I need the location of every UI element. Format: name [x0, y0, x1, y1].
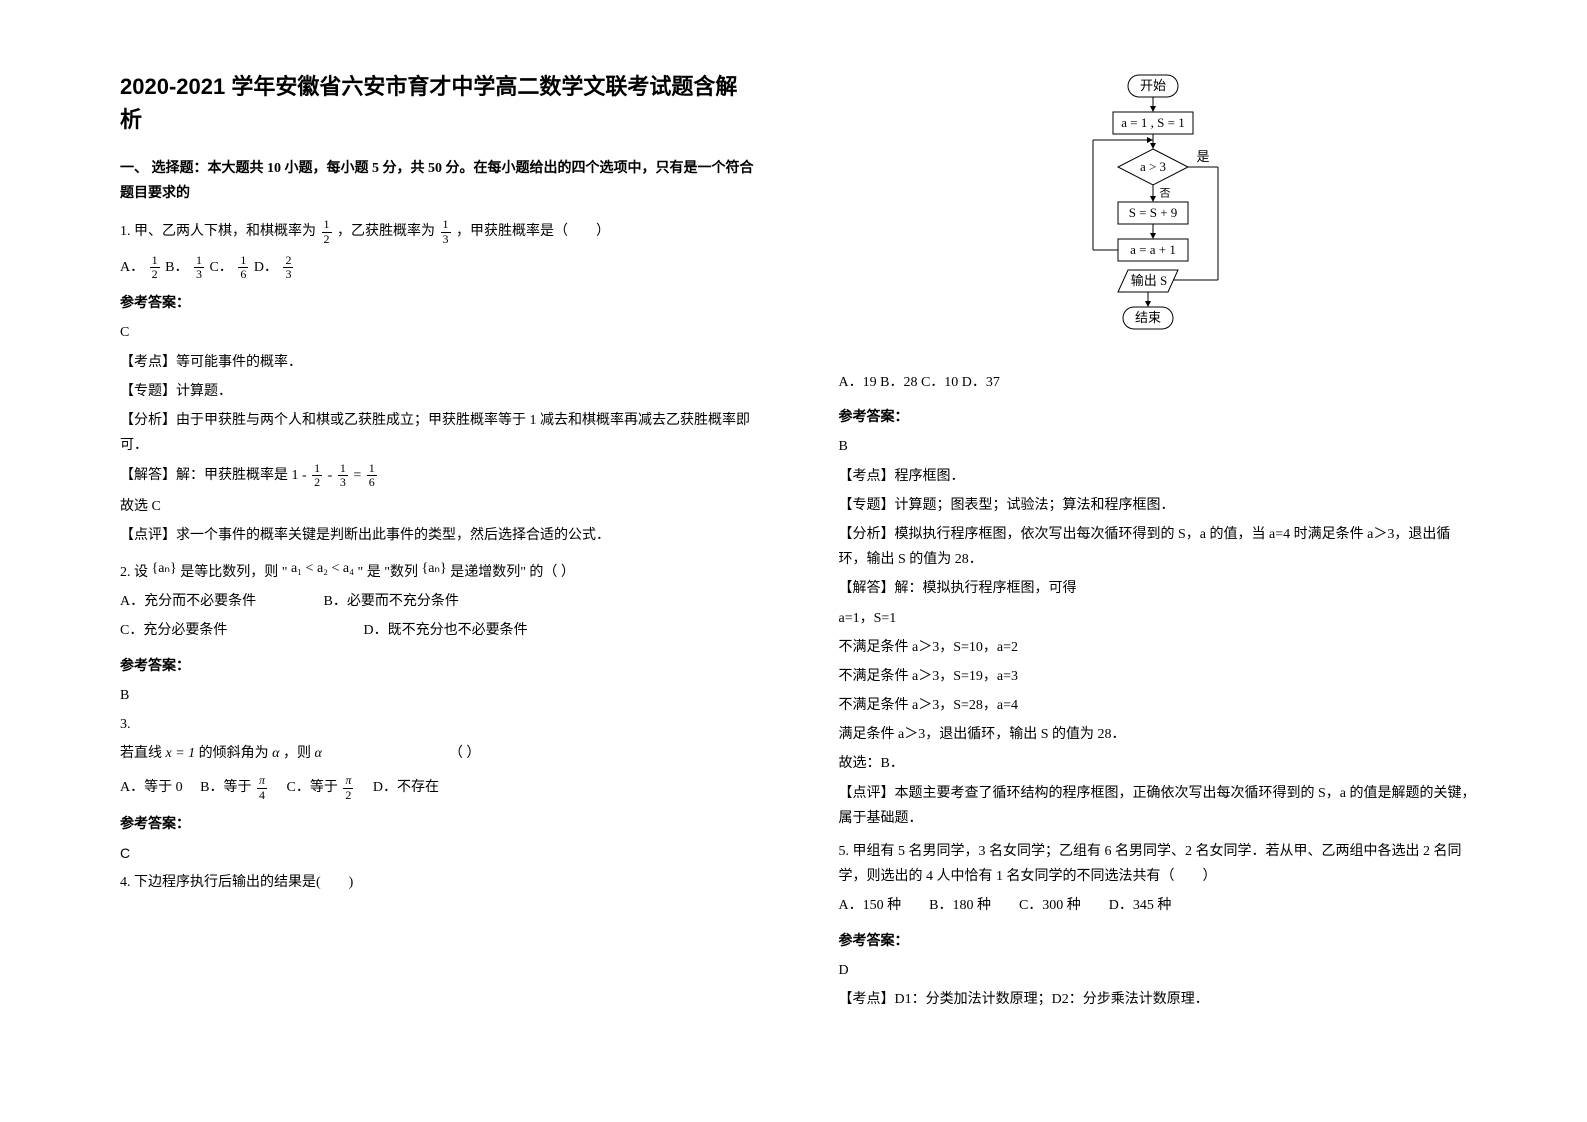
- fc-output: 输出 S: [1131, 273, 1167, 288]
- option-d: D．不存在: [373, 780, 439, 795]
- q1-stem-b: ，乙获胜概率为: [337, 224, 435, 239]
- q4-options: A．19 B．28 C．10 D．37: [839, 370, 1478, 395]
- math: x = 1: [166, 746, 196, 761]
- answer-label: 参考答案：: [839, 929, 1478, 954]
- document-title: 2020-2021 学年安徽省六安市育才中学高二数学文联考试题含解析: [120, 70, 759, 136]
- text: 2. 设: [120, 565, 148, 580]
- text: 若直线: [120, 746, 162, 761]
- left-column: 2020-2021 学年安徽省六安市育才中学高二数学文联考试题含解析 一、 选择…: [100, 70, 799, 1092]
- question-2: 2. 设 {aₙ} 是等比数列，则 " a₁ < a₂ < a₄ " 是 "数列…: [120, 560, 759, 585]
- text: -: [328, 468, 336, 483]
- math: {aₙ}: [152, 561, 177, 576]
- q5-answer: D: [839, 958, 1478, 983]
- fc-yes: 是: [1196, 149, 1209, 164]
- fc-step1: S = S + 9: [1128, 205, 1177, 220]
- q1-answer: C: [120, 320, 759, 345]
- q1-options: A． 12 B． 13 C． 16 D． 23: [120, 254, 759, 281]
- fraction: 12: [150, 254, 160, 281]
- flowchart-diagram: 开始 a = 1 , S = 1 a > 3 是 否 S = S + 9 a =…: [1073, 70, 1243, 350]
- q1-stem-a: 1. 甲、乙两人下棋，和棋概率为: [120, 224, 316, 239]
- math: {aₙ}: [421, 561, 446, 576]
- math: α: [272, 746, 279, 761]
- q1-stem-c: ，甲获胜概率是（ ）: [456, 224, 610, 239]
- q4-jieda: 【解答】解：模拟执行程序框图，可得: [839, 576, 1478, 601]
- right-column: 开始 a = 1 , S = 1 a > 3 是 否 S = S + 9 a =…: [799, 70, 1498, 1092]
- q2-opt-row2: C．充分必要条件 D．既不充分也不必要条件: [120, 618, 759, 643]
- text: ，则: [283, 746, 311, 761]
- answer-label: 参考答案：: [120, 654, 759, 679]
- q3-answer: C: [120, 841, 759, 866]
- question-5-stem: 5. 甲组有 5 名男同学，3 名女同学；乙组有 6 名男同学、2 名女同学．若…: [839, 839, 1478, 889]
- q4-kaodian: 【考点】程序框图．: [839, 464, 1478, 489]
- fraction: π4: [257, 774, 267, 801]
- q1-jieda: 【解答】解：甲获胜概率是 1 - 12 - 13 = 16: [120, 462, 759, 489]
- question-1: 1. 甲、乙两人下棋，和棋概率为 12 ，乙获胜概率为 13 ，甲获胜概率是（ …: [120, 218, 759, 245]
- option-d: D．既不充分也不必要条件: [364, 623, 528, 638]
- q1-guxuan: 故选 C: [120, 494, 759, 519]
- q4-l3: 不满足条件 a＞3，S=19，a=3: [839, 664, 1478, 689]
- option-c-label: C．: [209, 260, 232, 275]
- text: 是递增数列" 的（ ）: [450, 565, 575, 580]
- q4-l4: 不满足条件 a＞3，S=28，a=4: [839, 693, 1478, 718]
- fraction: π2: [343, 774, 353, 801]
- q2-answer: B: [120, 683, 759, 708]
- question-3-stem: 若直线 x = 1 的倾斜角为 α ，则 α （ ）: [120, 741, 759, 766]
- q4-l6: 故选：B．: [839, 751, 1478, 776]
- q4-zhuanti: 【专题】计算题；图表型；试验法；算法和程序框图．: [839, 493, 1478, 518]
- q3-options: A．等于 0 B．等于 π4 C．等于 π2 D．不存在: [120, 774, 759, 801]
- fraction: 13: [338, 462, 348, 489]
- fc-no: 否: [1159, 188, 1170, 200]
- q1-kaodian: 【考点】等可能事件的概率．: [120, 350, 759, 375]
- question-3-num: 3.: [120, 712, 759, 737]
- fraction: 13: [441, 218, 451, 245]
- q4-answer: B: [839, 434, 1478, 459]
- answer-label: 参考答案：: [120, 812, 759, 837]
- q4-l2: 不满足条件 a＞3，S=10，a=2: [839, 635, 1478, 660]
- q4-fenxi: 【分析】模拟执行程序框图，依次写出每次循环得到的 S，a 的值，当 a=4 时满…: [839, 522, 1478, 572]
- option-c: C．充分必要条件: [120, 618, 360, 643]
- fc-init: a = 1 , S = 1: [1121, 115, 1184, 130]
- text: =: [353, 468, 361, 483]
- question-4-stem: 4. 下边程序执行后输出的结果是( ): [120, 870, 759, 895]
- fraction: 12: [322, 218, 332, 245]
- option-a-label: A．: [120, 260, 144, 275]
- fraction: 12: [312, 462, 322, 489]
- fraction: 16: [367, 462, 377, 489]
- text: " 是 "数列: [358, 565, 418, 580]
- option-b: B．必要而不充分条件: [324, 594, 459, 609]
- option-b-label: B．: [165, 260, 188, 275]
- q2-opt-row1: A．充分而不必要条件 B．必要而不充分条件: [120, 589, 759, 614]
- q1-dianping: 【点评】求一个事件的概率关键是判断出此事件的类型，然后选择合适的公式．: [120, 523, 759, 548]
- q4-l5: 满足条件 a＞3，退出循环，输出 S 的值为 28．: [839, 722, 1478, 747]
- text: 是等比数列，则 ": [180, 565, 287, 580]
- fraction: 16: [238, 254, 248, 281]
- answer-label: 参考答案：: [120, 291, 759, 316]
- option-a: A．等于 0: [120, 780, 183, 795]
- fc-start: 开始: [1140, 78, 1166, 93]
- math: α: [315, 746, 322, 761]
- option-c-label: C．等于: [286, 780, 337, 795]
- option-d-label: D．: [254, 260, 278, 275]
- fc-end: 结束: [1135, 310, 1161, 325]
- option-a: A．充分而不必要条件: [120, 589, 320, 614]
- text: （ ）: [449, 746, 481, 761]
- section-1-header: 一、 选择题：本大题共 10 小题，每小题 5 分，共 50 分。在每小题给出的…: [120, 156, 759, 206]
- q4-l1: a=1，S=1: [839, 606, 1478, 631]
- q5-options: A．150 种 B．180 种 C．300 种 D．345 种: [839, 893, 1478, 918]
- fc-cond: a > 3: [1140, 159, 1166, 174]
- text: 的倾斜角为: [199, 746, 269, 761]
- q1-zhuanti: 【专题】计算题．: [120, 379, 759, 404]
- fraction: 23: [283, 254, 293, 281]
- fc-step2: a = a + 1: [1130, 242, 1176, 257]
- q1-fenxi: 【分析】由于甲获胜与两个人和棋或乙获胜成立；甲获胜概率等于 1 减去和棋概率再减…: [120, 408, 759, 458]
- text: 【解答】解：甲获胜概率是 1 -: [120, 468, 307, 483]
- math: a₁ < a₂ < a₄: [291, 561, 354, 576]
- q4-dianping: 【点评】本题主要考查了循环结构的程序框图，正确依次写出每次循环得到的 S，a 的…: [839, 781, 1478, 831]
- q5-kaodian: 【考点】D1：分类加法计数原理；D2：分步乘法计数原理．: [839, 987, 1478, 1012]
- fraction: 13: [194, 254, 204, 281]
- answer-label: 参考答案：: [839, 405, 1478, 430]
- option-b-label: B．等于: [200, 780, 251, 795]
